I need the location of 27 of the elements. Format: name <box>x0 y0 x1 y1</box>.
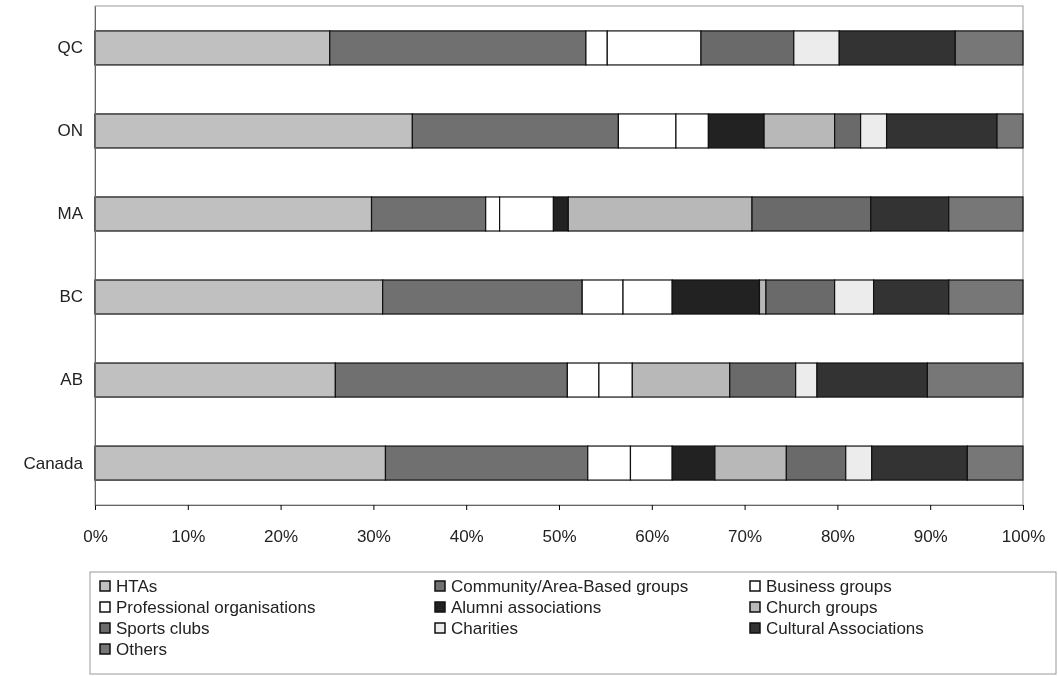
x-tick-label: 70% <box>728 527 763 547</box>
y-tick-label: Canada <box>23 453 84 473</box>
legend-label: HTAs <box>116 577 158 596</box>
legend-label: Business groups <box>766 577 892 596</box>
x-tick-label: 80% <box>820 527 855 547</box>
legend-label: Professional organisations <box>116 598 316 617</box>
x-tick-label: 100% <box>1001 527 1046 547</box>
y-tick-label: MA <box>57 204 84 224</box>
x-tick-label: 20% <box>264 527 299 547</box>
y-tick-label: BC <box>59 287 83 307</box>
x-tick-label: 30% <box>356 527 391 547</box>
legend-label: Sports clubs <box>116 619 210 638</box>
y-tick-label: QC <box>57 38 83 58</box>
legend-label: Alumni associations <box>451 598 602 617</box>
y-tick-label: AB <box>60 370 83 390</box>
x-tick-label: 10% <box>171 527 206 547</box>
x-tick-label: 50% <box>542 527 577 547</box>
x-tick-label: 0% <box>83 527 108 547</box>
legend-label: Charities <box>451 619 519 638</box>
x-tick-label: 90% <box>913 527 948 547</box>
x-tick-label: 60% <box>635 527 670 547</box>
legend-label: Church groups <box>766 598 878 617</box>
legend-label: Others <box>116 640 168 659</box>
y-tick-label: ON <box>57 121 83 141</box>
x-tick-label: 40% <box>449 527 484 547</box>
legend-label: Community/Area-Based groups <box>451 577 689 596</box>
legend-label: Cultural Associations <box>766 619 924 638</box>
